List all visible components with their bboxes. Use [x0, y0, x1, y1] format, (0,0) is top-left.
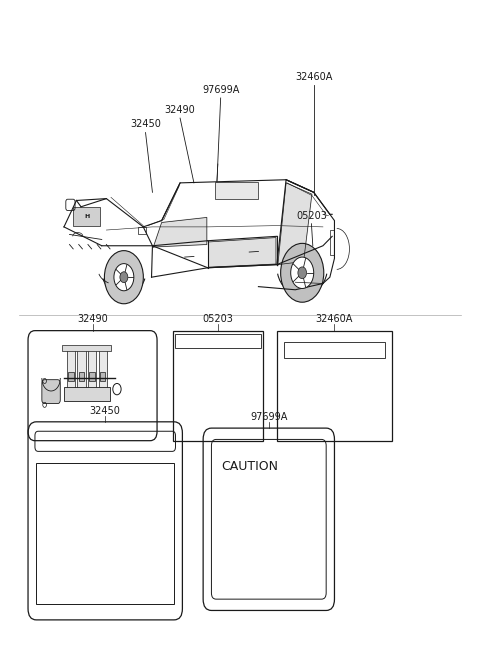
Bar: [138, 227, 146, 234]
Bar: [176, 334, 261, 348]
FancyBboxPatch shape: [42, 380, 60, 403]
Bar: [36, 462, 174, 604]
Text: 32490: 32490: [165, 105, 195, 115]
Text: 32490: 32490: [77, 314, 108, 324]
Polygon shape: [154, 217, 207, 247]
Bar: [330, 230, 335, 255]
Bar: [284, 342, 385, 358]
Bar: [77, 348, 85, 391]
Bar: [98, 348, 107, 391]
Text: 32460A: 32460A: [295, 72, 333, 83]
Text: 97699A: 97699A: [202, 85, 240, 95]
Bar: [67, 348, 75, 391]
Bar: [89, 372, 95, 381]
Text: 05203: 05203: [296, 211, 327, 221]
Text: 05203: 05203: [203, 314, 234, 324]
Text: CAUTION: CAUTION: [222, 460, 278, 472]
Circle shape: [291, 257, 314, 288]
Bar: [61, 345, 111, 351]
Bar: [64, 387, 110, 401]
Polygon shape: [209, 238, 276, 267]
Text: 32460A: 32460A: [316, 314, 353, 324]
Bar: [277, 331, 392, 441]
Bar: [73, 207, 100, 225]
Circle shape: [105, 251, 144, 304]
Circle shape: [298, 267, 307, 278]
Circle shape: [120, 272, 128, 282]
Polygon shape: [278, 183, 312, 266]
Bar: [79, 372, 84, 381]
Text: 32450: 32450: [90, 405, 120, 415]
Circle shape: [114, 263, 134, 291]
Text: 97699A: 97699A: [250, 412, 288, 422]
Bar: [173, 331, 263, 441]
Text: 32450: 32450: [130, 119, 161, 130]
Bar: [88, 348, 96, 391]
Bar: [215, 181, 258, 199]
Bar: [100, 372, 106, 381]
Circle shape: [281, 244, 324, 302]
Bar: [68, 372, 73, 381]
Text: H: H: [84, 214, 89, 219]
